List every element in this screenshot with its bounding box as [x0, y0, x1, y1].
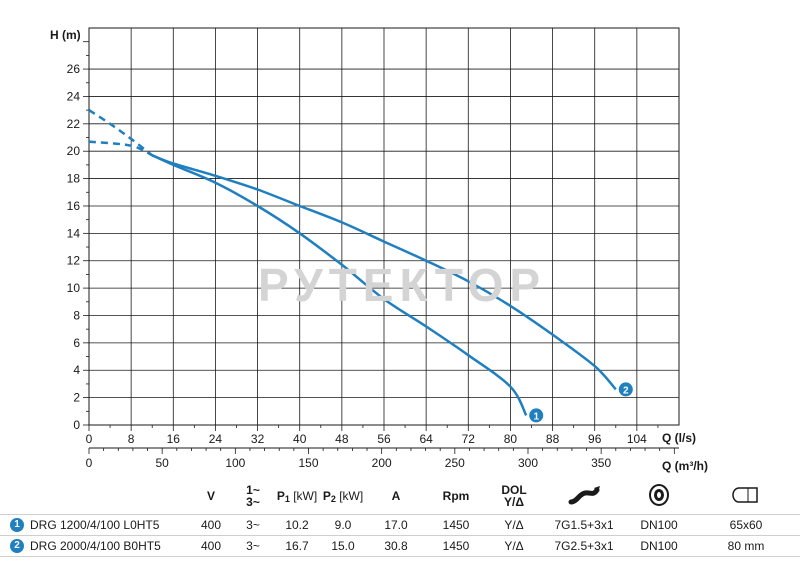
cable-cell: 7G1.5+3x1: [542, 514, 626, 536]
series-1-line: [151, 154, 528, 416]
y-tick-label: 10: [67, 281, 81, 295]
secondary-x-tick-label: 150: [298, 456, 318, 470]
y-tick-label: 24: [67, 89, 81, 103]
chart-series: 12: [88, 109, 633, 423]
x-tick-label: 40: [293, 432, 307, 446]
x-tick-label: 80: [504, 432, 518, 446]
series-2-line: [151, 154, 617, 391]
y-tick-label: 22: [67, 117, 81, 131]
voltage-cell: 400: [190, 535, 232, 557]
secondary-x-tick-label: 350: [591, 456, 611, 470]
p2-cell: 15.0: [320, 535, 366, 557]
y-tick-label: 2: [73, 391, 80, 405]
p1-cell: 16.7: [274, 535, 320, 557]
dimension-header: [692, 478, 800, 515]
dol-cell: Y/Δ: [486, 514, 542, 536]
phase-cell: 3~: [232, 535, 274, 557]
phase-cell: 3~: [232, 514, 274, 536]
y-tick-label: 0: [73, 418, 80, 432]
ampere-cell: 17.0: [366, 514, 426, 536]
model-header: [0, 478, 190, 515]
x-tick-label: 8: [128, 432, 135, 446]
y-tick-label: 4: [73, 363, 80, 377]
y-tick-label: 8: [73, 308, 80, 322]
series-badge: 1: [10, 518, 24, 533]
x-tick-label: 64: [419, 432, 433, 446]
y-tick-label: 16: [67, 199, 81, 213]
y-axis-label: H (m): [50, 28, 81, 42]
series-2-extrapolated-line: [88, 109, 153, 157]
secondary-x-tick-label: 250: [445, 456, 465, 470]
flange-cell: DN100: [626, 535, 692, 557]
p2-cell: 9.0: [320, 514, 366, 536]
x-tick-label: 16: [167, 432, 181, 446]
p1-cell: 10.2: [274, 514, 320, 536]
x-tick-label: 104: [627, 432, 647, 446]
flange-icon: [649, 483, 669, 506]
chart-grid: [88, 27, 680, 426]
x-axis-label: Q (l/s): [662, 431, 696, 445]
y-tick-label: 26: [67, 62, 81, 76]
size-cell: 80 mm: [692, 535, 800, 557]
x-tick-label: 32: [251, 432, 265, 446]
dimension-icon: [732, 486, 758, 503]
model-cell: 2 DRG 2000/4/100 B0HT5: [0, 535, 190, 557]
table-row: 2 DRG 2000/4/100 B0HT5 400 3~ 16.7 15.0 3…: [0, 535, 800, 557]
dol-header: DOL Y/Δ: [501, 482, 527, 509]
cable-cell: 7G2.5+3x1: [542, 535, 626, 557]
series-badge: 2: [10, 539, 24, 554]
y-tick-label: 18: [67, 172, 81, 186]
x-tick-label: 88: [546, 432, 560, 446]
voltage-cell: 400: [190, 514, 232, 536]
series-1-marker: [529, 408, 544, 423]
secondary-x-tick-label: 50: [155, 456, 169, 470]
x-tick-label: 72: [462, 432, 476, 446]
watermark: РУТЕКТОР: [258, 259, 547, 311]
spec-table: V 1~ 3~ P1 [kW] P2 [kW] A Rpm DOL Y/Δ: [0, 478, 800, 557]
secondary-x-tick-label: 100: [225, 456, 245, 470]
phase-header: 1~ 3~: [246, 482, 260, 509]
secondary-x-axis-label: Q (m³/h): [662, 459, 708, 473]
secondary-x-tick-label: 300: [518, 456, 538, 470]
y-tick-label: 20: [67, 144, 81, 158]
x-tick-label: 48: [335, 432, 349, 446]
ampere-header: A: [391, 489, 401, 503]
rpm-header: Rpm: [442, 489, 470, 503]
series-2-label: 2: [623, 385, 629, 396]
ampere-cell: 30.8: [366, 535, 426, 557]
series-2-marker: [618, 382, 633, 397]
dol-cell: Y/Δ: [486, 535, 542, 557]
rpm-cell: 1450: [426, 514, 486, 536]
flange-header: [626, 478, 692, 515]
table-row: 1 DRG 1200/4/100 L0HT5 400 3~ 10.2 9.0 17…: [0, 514, 800, 536]
x-tick-label: 56: [377, 432, 391, 446]
y-tick-label: 14: [67, 226, 81, 240]
series-1-label: 1: [533, 411, 539, 422]
flange-cell: DN100: [626, 514, 692, 536]
p1-header: P1 [kW]: [276, 488, 318, 504]
p2-header: P2 [kW]: [322, 488, 364, 504]
x-tick-label: 96: [588, 432, 602, 446]
y-tick-label: 12: [67, 254, 81, 268]
x-tick-label: 0: [86, 432, 93, 446]
rpm-cell: 1450: [426, 535, 486, 557]
y-tick-label: 6: [73, 336, 80, 350]
voltage-header: V: [206, 489, 215, 503]
secondary-x-tick-label: 0: [86, 456, 93, 470]
size-cell: 65x60: [692, 514, 800, 536]
x-tick-label: 24: [209, 432, 223, 446]
table-header-row: V 1~ 3~ P1 [kW] P2 [kW] A Rpm DOL Y/Δ: [0, 478, 800, 515]
cable-header: [542, 478, 626, 515]
secondary-x-tick-label: 200: [372, 456, 392, 470]
cable-icon: [568, 485, 600, 504]
model-cell: 1 DRG 1200/4/100 L0HT5: [0, 514, 190, 536]
